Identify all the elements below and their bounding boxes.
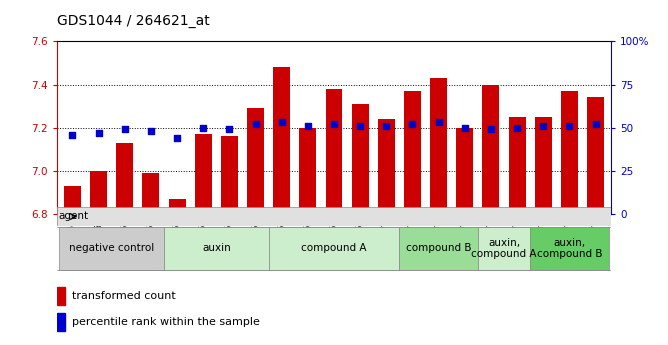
- Point: [460, 125, 470, 130]
- Point: [486, 127, 496, 132]
- Bar: [399, 227, 478, 270]
- Text: auxin,
compound B: auxin, compound B: [536, 238, 602, 259]
- Bar: [57, 313, 65, 331]
- Point: [538, 123, 548, 129]
- Text: auxin: auxin: [202, 244, 230, 253]
- Point: [198, 125, 208, 130]
- Text: GDS1044 / 264621_at: GDS1044 / 264621_at: [57, 14, 210, 28]
- Bar: [116, 143, 134, 214]
- Bar: [404, 91, 421, 214]
- Point: [146, 128, 156, 134]
- Bar: [273, 67, 290, 214]
- Bar: [508, 117, 526, 214]
- Text: compound B: compound B: [406, 244, 472, 253]
- Bar: [351, 104, 369, 214]
- Point: [172, 135, 182, 141]
- Bar: [59, 227, 164, 270]
- Bar: [164, 227, 269, 270]
- Point: [407, 121, 418, 127]
- Point: [303, 123, 313, 129]
- Bar: [325, 89, 343, 214]
- Point: [512, 125, 522, 130]
- Bar: [57, 286, 65, 305]
- Bar: [168, 199, 186, 214]
- Bar: [478, 227, 530, 270]
- Bar: [587, 98, 604, 214]
- Point: [434, 120, 444, 125]
- Bar: [378, 119, 395, 214]
- Text: compound A: compound A: [301, 244, 367, 253]
- Bar: [430, 78, 447, 214]
- Bar: [64, 186, 81, 214]
- Text: percentile rank within the sample: percentile rank within the sample: [71, 317, 259, 327]
- Bar: [142, 173, 160, 214]
- Bar: [221, 136, 238, 214]
- Point: [277, 120, 287, 125]
- Bar: [482, 85, 500, 214]
- Bar: [299, 128, 317, 214]
- Text: agent: agent: [58, 211, 88, 221]
- Text: negative control: negative control: [69, 244, 154, 253]
- Point: [224, 127, 234, 132]
- Bar: [534, 117, 552, 214]
- Text: auxin,
compound A: auxin, compound A: [471, 238, 537, 259]
- Text: transformed count: transformed count: [71, 290, 175, 300]
- Point: [94, 130, 104, 136]
- Bar: [561, 91, 578, 214]
- Bar: [247, 108, 264, 214]
- Bar: [269, 227, 399, 270]
- Point: [250, 121, 261, 127]
- Bar: [456, 128, 473, 214]
- Bar: [90, 171, 107, 214]
- Point: [355, 123, 365, 129]
- Point: [591, 121, 601, 127]
- Bar: [530, 227, 609, 270]
- Bar: [195, 134, 212, 214]
- Point: [120, 127, 130, 132]
- Point: [329, 121, 339, 127]
- Point: [564, 123, 574, 129]
- Point: [67, 132, 77, 137]
- Point: [381, 123, 391, 129]
